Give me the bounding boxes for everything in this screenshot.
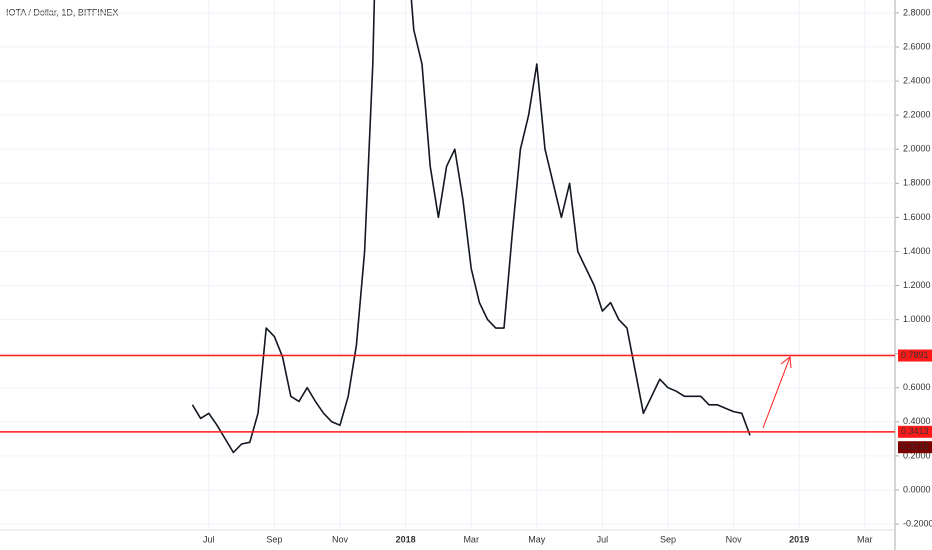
x-tick-label: Mar: [463, 534, 479, 544]
level-tag: [898, 425, 932, 438]
x-tick-label: Jul: [203, 534, 215, 544]
y-tick-label: 1.2000: [903, 280, 931, 290]
last-price-label: 0.3215: [901, 442, 929, 452]
x-tick-label: Nov: [332, 534, 349, 544]
y-tick-label: -0.2000: [903, 518, 932, 528]
arrow-head: [780, 356, 792, 369]
x-tick-label: Nov: [726, 534, 743, 544]
y-tick-label: 1.0000: [903, 314, 931, 324]
y-tick-label: 0.4000: [903, 416, 931, 426]
x-tick-label: Sep: [266, 534, 282, 544]
x-tick-label: 2018: [396, 534, 416, 544]
level-tag: [898, 349, 932, 362]
y-tick-label: 2.0000: [903, 144, 931, 154]
x-tick-label: Jul: [597, 534, 609, 544]
y-tick-label: 2.6000: [903, 41, 931, 51]
x-tick-label: May: [528, 534, 546, 544]
y-tick-label: 1.4000: [903, 246, 931, 256]
y-tick-label: 0.6000: [903, 382, 931, 392]
x-tick-label: 2019: [789, 534, 809, 544]
price-line: [191, 0, 751, 454]
last-price-tag: [898, 441, 932, 454]
plot-area: [0, 0, 895, 530]
y-tick-label: 2.2000: [903, 110, 931, 120]
y-tick-label: 2.8000: [903, 7, 931, 17]
y-tick-label: 0.0000: [903, 484, 931, 494]
chart-title: IOTA / Dollar, 1D, BITFINEX: [6, 7, 118, 17]
x-tick-label: Mar: [857, 534, 873, 544]
y-tick-label: 0.2000: [903, 450, 931, 460]
y-tick-label: 1.8000: [903, 178, 931, 188]
y-tick-label: 1.6000: [903, 212, 931, 222]
level-label: 0.3413: [901, 426, 929, 436]
arrow-shaft: [762, 356, 791, 429]
y-tick-label: 2.4000: [903, 75, 931, 85]
level-label: 0.7891: [901, 350, 929, 360]
x-tick-label: Sep: [660, 534, 676, 544]
